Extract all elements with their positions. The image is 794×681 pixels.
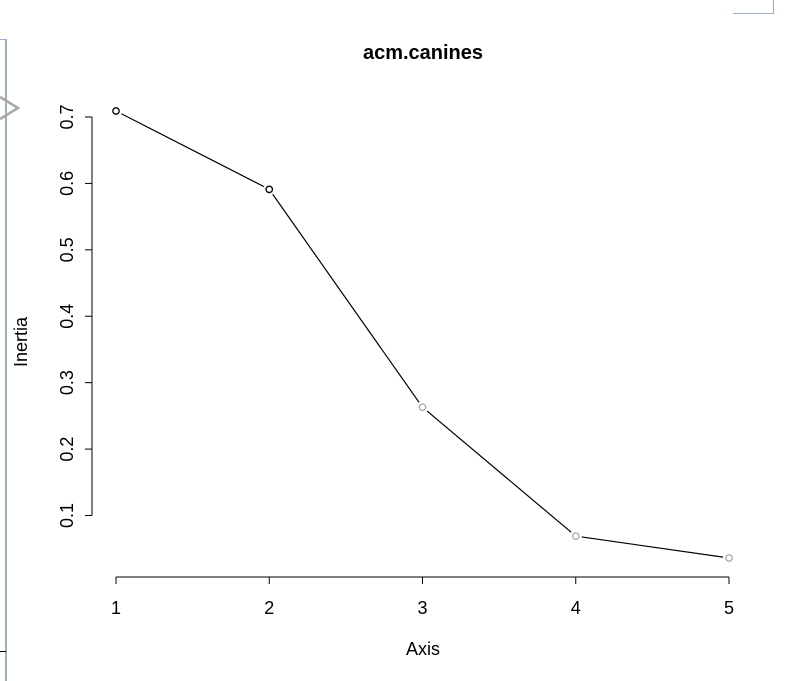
series-line-segment: [121, 113, 265, 188]
y-tick-label: 0.5: [57, 237, 77, 262]
y-tick-label: 0.3: [57, 370, 77, 395]
frame-right-tick: [773, 0, 774, 14]
y-axis: 0.1 0.2 0.3 0.4 0.5 0.6 0.7: [57, 104, 93, 528]
x-axis: 1 2 3 4 5: [111, 576, 734, 618]
chart-title: acm.canines: [363, 42, 483, 64]
y-tick-label: 0.4: [57, 304, 77, 329]
frame-top-right-line: [733, 13, 774, 14]
data-points: [112, 107, 733, 562]
frame-left-border: [5, 40, 7, 681]
x-axis-label: Axis: [406, 639, 440, 659]
data-point: [418, 403, 427, 412]
frame-top-border: [0, 39, 7, 40]
x-tick-label: 3: [417, 598, 427, 618]
y-tick-label: 0.1: [57, 503, 77, 528]
arrow-icon: [0, 95, 21, 121]
series-line-segment: [272, 193, 420, 403]
data-point: [265, 185, 274, 194]
series-line-segment: [581, 536, 724, 558]
y-tick-label: 0.6: [57, 171, 77, 196]
y-tick-label: 0.2: [57, 437, 77, 462]
data-point: [571, 532, 580, 540]
data-point: [725, 554, 733, 562]
series-line-segment: [426, 410, 572, 533]
frame-bottom-left-line: [0, 651, 6, 652]
x-tick-label: 4: [571, 598, 581, 618]
x-tick-label: 5: [724, 598, 734, 618]
y-tick-label: 0.7: [57, 104, 77, 129]
data-point: [112, 107, 120, 115]
series-line-group: [121, 113, 724, 558]
x-tick-label: 2: [264, 598, 274, 618]
y-axis-label: Inertia: [11, 316, 31, 367]
x-tick-label: 1: [111, 598, 121, 618]
